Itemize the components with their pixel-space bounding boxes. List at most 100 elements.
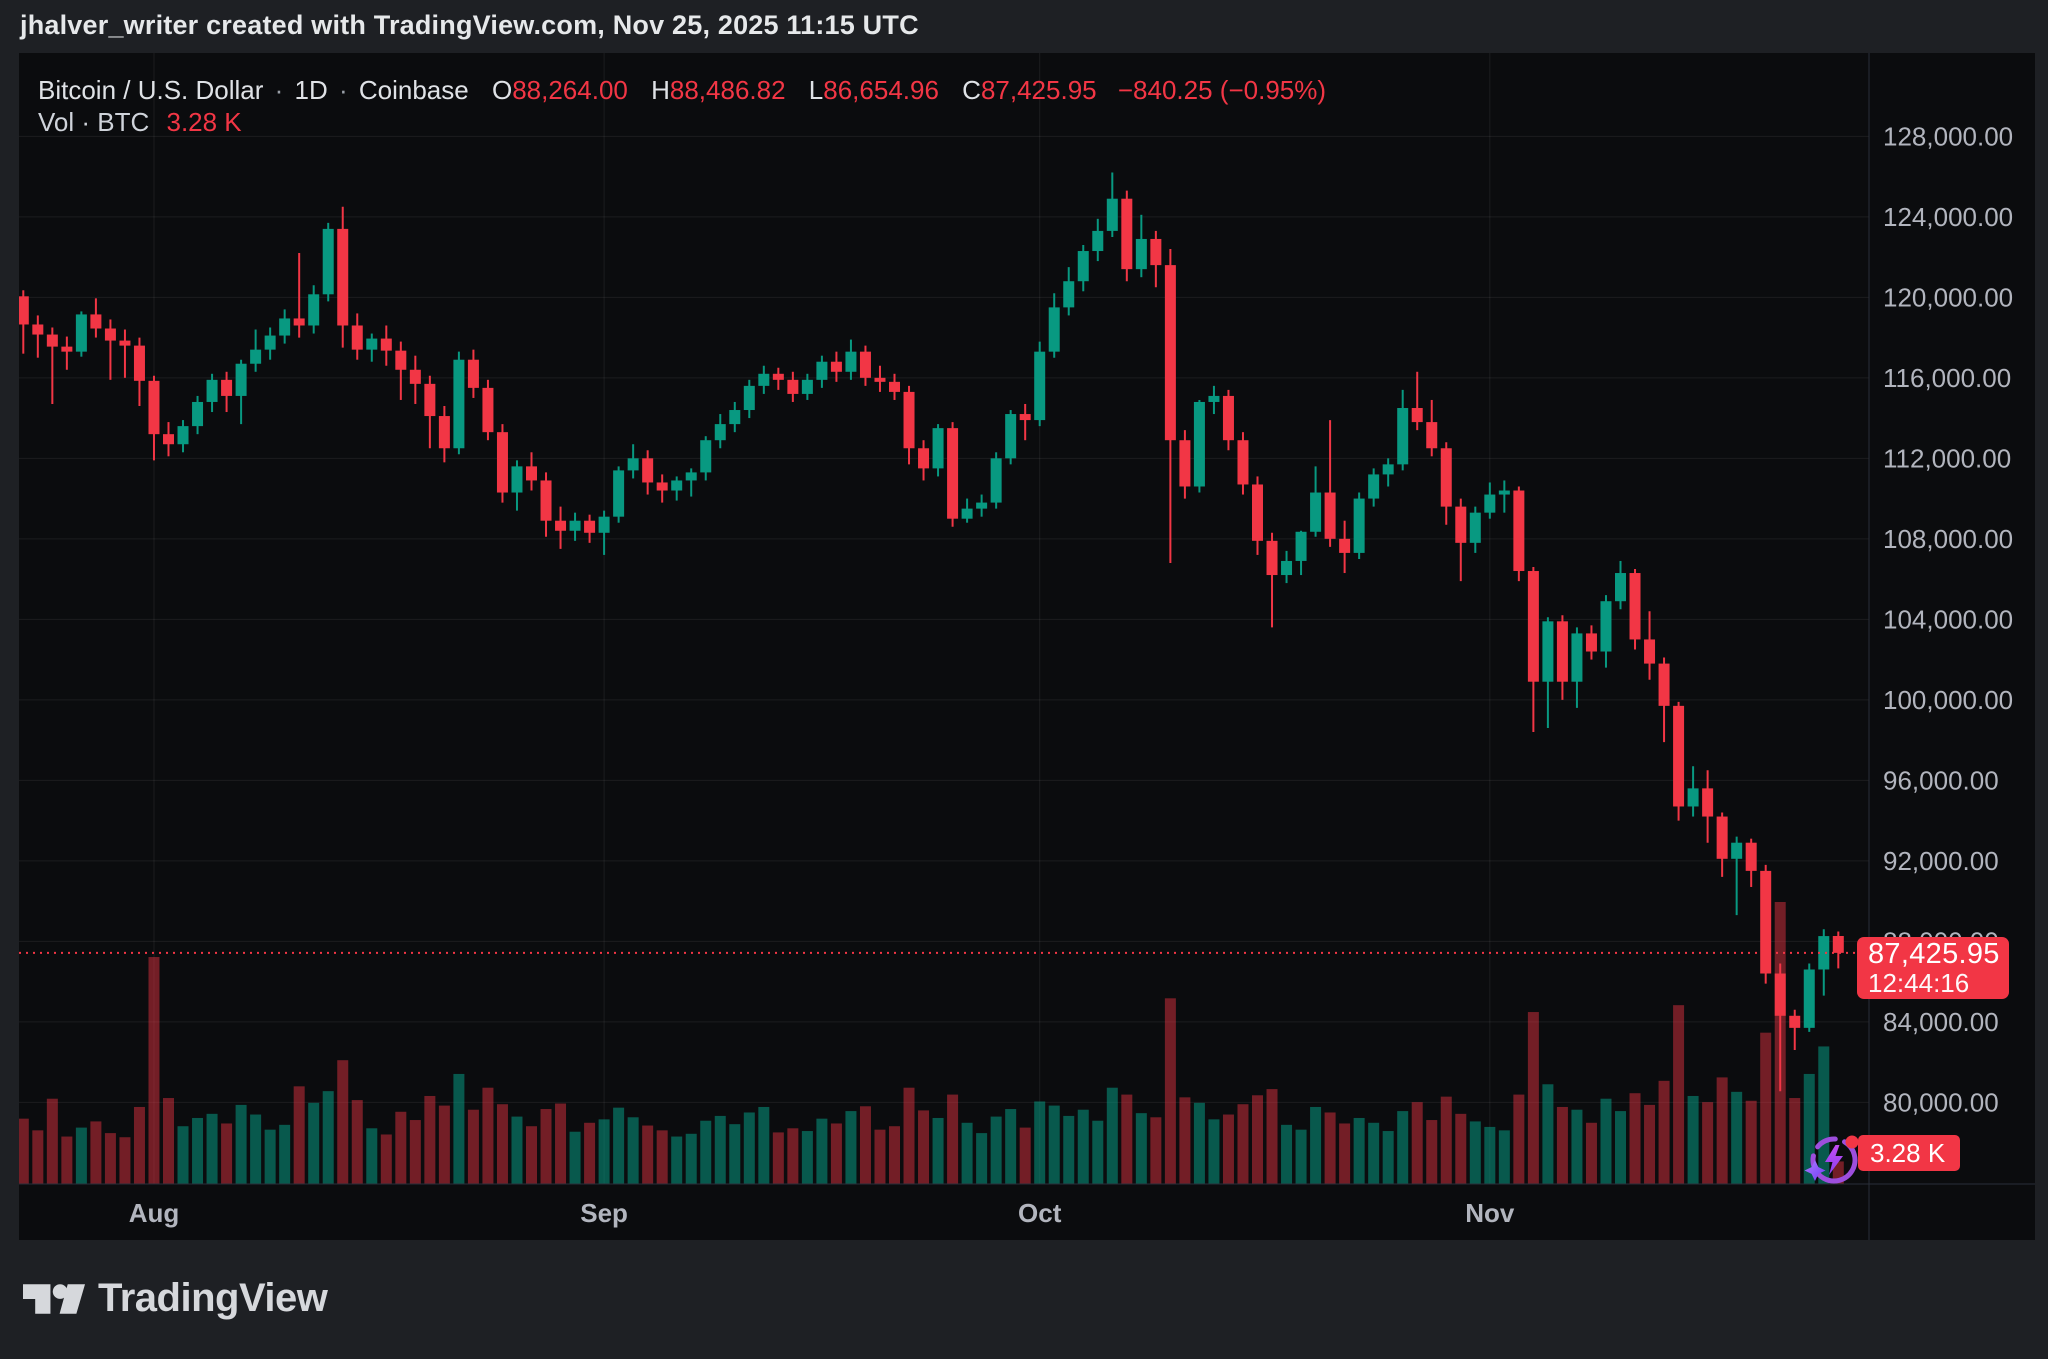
volume-bar xyxy=(1193,1102,1205,1184)
candle-body xyxy=(1353,498,1365,553)
volume-bar xyxy=(395,1111,407,1184)
volume-bar xyxy=(1455,1113,1467,1184)
volume-bar xyxy=(1281,1124,1293,1184)
legend-separator: · xyxy=(331,75,355,105)
price-tick-label[interactable]: 124,000.00 xyxy=(1883,202,2013,232)
bar-countdown: 12:44:16 xyxy=(1868,968,1970,998)
candle-body xyxy=(192,401,204,427)
candle-body xyxy=(1005,414,1017,459)
price-tick-label[interactable]: 120,000.00 xyxy=(1883,282,2013,312)
price-axis[interactable]: 128,000.00 124,000.00 120,000.00 116,000.00… xyxy=(1883,121,2013,1117)
volume-bar xyxy=(729,1124,741,1184)
candle-body xyxy=(1368,474,1380,499)
candle-body xyxy=(366,338,378,350)
time-axis[interactable]: Aug Sep Oct Nov xyxy=(129,1198,1515,1228)
candle-body xyxy=(1092,230,1104,252)
candle-body xyxy=(279,318,291,336)
volume-bar xyxy=(990,1116,1002,1184)
volume-bar xyxy=(496,1104,508,1184)
volume-bar xyxy=(250,1114,262,1184)
volume-bar xyxy=(1745,1100,1757,1184)
volume-legend: Vol · BTC 3.28 K xyxy=(38,107,242,137)
price-tick-label[interactable]: 116,000.00 xyxy=(1883,363,2011,393)
volume-bar xyxy=(308,1102,320,1184)
candle-body xyxy=(874,377,886,382)
candle-body xyxy=(889,381,900,392)
candle-body xyxy=(1556,621,1568,682)
price-tick-label[interactable]: 112,000.00 xyxy=(1883,443,2011,473)
volume-bar xyxy=(511,1116,523,1184)
volume-bar xyxy=(1673,1005,1685,1184)
tradingview-logo[interactable]: TradingView xyxy=(23,1276,328,1321)
candle-body xyxy=(961,508,973,519)
volume-bar xyxy=(1731,1091,1743,1184)
high-value: 88,486.82 xyxy=(669,75,786,105)
candle-body xyxy=(264,335,276,350)
price-tick-label[interactable]: 80,000.00 xyxy=(1883,1087,1999,1117)
volume-bar xyxy=(656,1130,668,1184)
candle-body xyxy=(845,351,857,372)
time-tick-label[interactable]: Nov xyxy=(1465,1198,1515,1228)
price-tick-label[interactable]: 128,000.00 xyxy=(1883,121,2013,151)
ai-sparkle-icon[interactable] xyxy=(1802,1128,1864,1190)
candle-body xyxy=(598,516,610,533)
volume-bar xyxy=(1702,1102,1714,1184)
price-tick-label[interactable]: 104,000.00 xyxy=(1883,604,2013,634)
close-key: C xyxy=(962,75,981,105)
price-tick-label[interactable]: 84,000.00 xyxy=(1883,1007,1999,1037)
volume-bar xyxy=(787,1128,799,1184)
candle-body xyxy=(540,480,552,521)
volume-bar xyxy=(1063,1115,1075,1184)
candle-body xyxy=(801,379,813,394)
volume-bar xyxy=(816,1118,828,1184)
candle-body xyxy=(1164,265,1176,441)
volume-bar xyxy=(1092,1120,1104,1184)
price-tick-label[interactable]: 96,000.00 xyxy=(1883,765,1999,795)
volume-bar xyxy=(19,1118,29,1184)
candle-body xyxy=(584,520,596,533)
volume-bar xyxy=(1222,1114,1234,1184)
price-chart-canvas[interactable]: 128,000.00 124,000.00 120,000.00 116,000.00… xyxy=(19,53,2035,1240)
candle-body xyxy=(1063,281,1075,308)
grid-lines xyxy=(19,53,1869,1184)
candle-body xyxy=(1658,663,1670,706)
volume-bar xyxy=(1513,1094,1525,1184)
candle-body xyxy=(830,361,842,372)
time-tick-label[interactable]: Oct xyxy=(1018,1198,1062,1228)
volume-bar xyxy=(177,1126,189,1184)
volume-bar xyxy=(1121,1094,1133,1184)
volume-bar xyxy=(627,1117,639,1184)
volume-value: 3.28 K xyxy=(166,107,242,137)
candle-body xyxy=(351,325,363,350)
last-price-badge: 87,425.95 12:44:16 xyxy=(1857,937,2009,999)
candle-body xyxy=(1542,621,1554,682)
volume-bar xyxy=(133,1106,145,1184)
candle-body xyxy=(1237,440,1249,485)
price-tick-label[interactable]: 92,000.00 xyxy=(1883,846,1999,876)
volume-bar xyxy=(859,1106,871,1184)
candle-body xyxy=(1687,788,1699,807)
candle-body xyxy=(1440,448,1452,507)
candle-body xyxy=(250,349,262,364)
low-key: L xyxy=(808,75,824,105)
chart-widget[interactable]: 128,000.00 124,000.00 120,000.00 116,000.00… xyxy=(19,53,2035,1240)
candle-body xyxy=(932,428,944,469)
open-value: 88,264.00 xyxy=(512,75,628,105)
volume-bar xyxy=(221,1123,233,1184)
candle-body xyxy=(104,328,116,341)
time-tick-label[interactable]: Sep xyxy=(580,1198,628,1228)
volume-bar xyxy=(482,1087,494,1184)
volume-bar xyxy=(889,1126,900,1184)
price-tick-label[interactable]: 100,000.00 xyxy=(1883,685,2013,715)
candlestick-series xyxy=(19,172,1844,1092)
price-tick-label[interactable]: 108,000.00 xyxy=(1883,524,2013,554)
volume-bar xyxy=(918,1110,930,1184)
volume-bar xyxy=(366,1128,378,1184)
volume-bar xyxy=(772,1132,784,1184)
volume-bar xyxy=(119,1137,131,1184)
time-tick-label[interactable]: Aug xyxy=(129,1198,180,1228)
volume-bar xyxy=(540,1109,552,1184)
volume-bar xyxy=(642,1125,654,1184)
candle-body xyxy=(119,340,131,346)
candle-body xyxy=(1252,484,1263,541)
